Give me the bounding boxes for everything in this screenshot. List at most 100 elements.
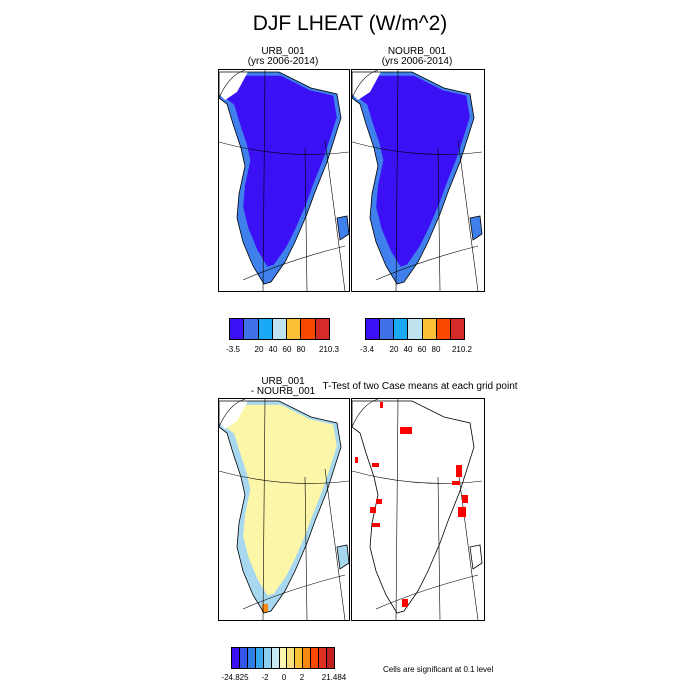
cbar-nourb-label: -3.4: [360, 345, 374, 354]
cbar-urb-label: 210.3: [318, 345, 340, 354]
land-fill-interior: [227, 404, 337, 596]
graticule-line: [352, 399, 379, 428]
graticule-line: [304, 147, 308, 291]
land-fill-interior: [227, 75, 337, 267]
colorbar-swatch: [255, 648, 264, 668]
ocean-gap: [219, 70, 249, 100]
cbar-diff-label: 2: [299, 673, 305, 682]
colorbar-swatch: [263, 648, 272, 668]
significant-cell: [355, 457, 358, 463]
graticule: [352, 399, 483, 620]
island-coastline: [336, 544, 349, 570]
graticule-line: [437, 476, 441, 620]
colorbar-diff: [231, 647, 335, 669]
colorbar-swatch: [303, 648, 312, 668]
colorbar-swatch: [366, 319, 381, 339]
colorbar-swatch: [279, 648, 288, 668]
panel-title-urb-line2: (yrs 2006-2014): [247, 56, 319, 67]
graticule-line: [395, 399, 399, 620]
panel-title-ttest: T-Test of two Case means at each grid po…: [322, 381, 518, 392]
colorbar-swatch: [380, 319, 395, 339]
graticule-line: [437, 147, 441, 291]
graticule-line: [352, 141, 483, 155]
island-fill: [337, 545, 349, 569]
colorbar-swatch: [422, 319, 437, 339]
graticule-line: [262, 399, 266, 620]
panel-title-diff-line2: - NOURB_001: [250, 386, 316, 397]
graticule-line: [324, 468, 346, 620]
graticule-line: [219, 141, 349, 155]
graticule-line: [457, 139, 479, 291]
ocean-gap: [352, 70, 382, 100]
colorbar-swatch: [239, 648, 248, 668]
panel-title-diff-line1: URB_001: [261, 376, 305, 387]
colorbar-swatch: [315, 319, 329, 339]
graticule-line: [219, 70, 246, 99]
colorbar-swatch: [230, 319, 245, 339]
graticule-line: [352, 70, 379, 99]
graticule-line: [219, 399, 246, 428]
island-fill: [337, 216, 349, 240]
graticule-line: [262, 70, 266, 291]
graticule: [219, 399, 349, 620]
colorbar-swatch: [295, 648, 304, 668]
significant-cell: [400, 427, 412, 434]
significance-note: Cells are significant at 0.1 level: [383, 665, 494, 674]
colorbar-swatch: [258, 319, 273, 339]
graticule-line: [242, 245, 346, 281]
coastline: [352, 71, 475, 285]
graticule-line: [457, 468, 479, 620]
significant-cell: [380, 402, 383, 408]
colorbar-swatch: [232, 648, 240, 668]
panel-title-urb-line1: URB_001: [261, 46, 305, 57]
colorbar-swatch: [327, 648, 334, 668]
significant-cell: [372, 463, 379, 467]
graticule-line: [242, 574, 346, 610]
significant-cell: [456, 465, 462, 477]
island-coastline: [469, 544, 483, 570]
panel-title-nourb-line2: (yrs 2006-2014): [381, 56, 453, 67]
significant-cell: [372, 523, 380, 527]
significant-cell: [458, 507, 466, 517]
cbar-urb-label: 60: [282, 345, 292, 354]
cbar-urb-label: 40: [268, 345, 278, 354]
cbar-nourb-label: 80: [431, 345, 441, 354]
colorbar-swatch: [319, 648, 328, 668]
coastline: [219, 71, 342, 285]
cbar-nourb-label: 210.2: [451, 345, 473, 354]
graticule-line: [352, 470, 483, 484]
significant-cell: [452, 481, 460, 485]
significant-cell: [370, 507, 376, 513]
map-panel-nourb: [351, 69, 485, 292]
graticule-line: [375, 245, 479, 281]
cbar-diff-label: 0: [281, 673, 287, 682]
colorbar-swatch: [408, 319, 423, 339]
map-panel-diff: [218, 398, 350, 621]
cbar-diff-label: -2: [261, 673, 269, 682]
map-ttest: [352, 399, 483, 620]
land-fill-interior: [360, 75, 470, 267]
cbar-nourb-label: 20: [389, 345, 399, 354]
cbar-nourb-label: 60: [417, 345, 427, 354]
graticule-line: [395, 70, 399, 291]
panel-title-diff: URB_001 - NOURB_001: [218, 377, 348, 397]
cbar-urb-label: 80: [296, 345, 306, 354]
colorbar-swatch: [272, 319, 288, 339]
coastline: [352, 400, 475, 614]
cbar-urb-label: -3.5: [226, 345, 240, 354]
significant-cell: [402, 599, 408, 607]
graticule: [219, 70, 349, 291]
cbar-urb-label: 20: [254, 345, 264, 354]
graticule-line: [375, 574, 479, 610]
significant-cell: [376, 499, 382, 504]
map-panel-ttest: [351, 398, 485, 621]
cbar-diff-label: 21.484: [321, 673, 347, 682]
island-coastline: [336, 215, 349, 241]
panel-title-urb: URB_001 (yrs 2006-2014): [218, 47, 348, 67]
colorbar-swatch: [271, 648, 280, 668]
map-urb: [219, 70, 349, 291]
panel-title-nourb-line1: NOURB_001: [387, 46, 447, 57]
graticule: [352, 70, 483, 291]
colorbar-swatch: [394, 319, 409, 339]
colorbar-urb: [229, 318, 330, 340]
